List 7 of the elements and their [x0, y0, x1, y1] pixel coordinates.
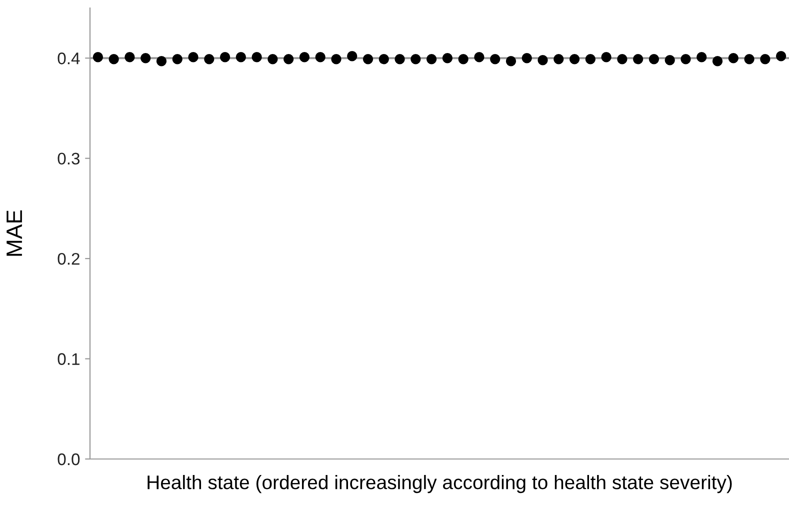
y-axis-title: MAE	[6, 210, 22, 256]
y-tick-label: 0.2	[58, 252, 80, 265]
x-axis-title: Health state (ordered increasingly according to health state severity)	[148, 474, 732, 494]
y-tick-label: 0.3	[58, 152, 80, 165]
y-tick-label: 0.0	[58, 453, 80, 466]
y-tick-label: 0.4	[58, 52, 80, 64]
y-tick-label: 0.1	[58, 353, 80, 365]
